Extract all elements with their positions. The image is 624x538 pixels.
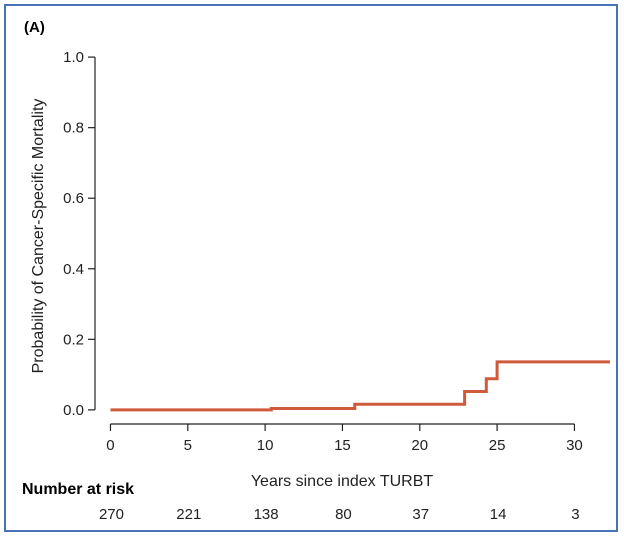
risk-counts: 270 221 138 80 37 14 3	[99, 506, 580, 523]
risk-count: 138	[254, 506, 279, 523]
y-axis-label: Probability of Cancer-Specific Mortality	[30, 99, 47, 374]
panel-label: (A)	[24, 19, 45, 36]
y-tick-label: 1.0	[63, 49, 84, 66]
risk-count: 221	[176, 506, 201, 523]
y-tick-label: 0.2	[63, 331, 84, 348]
x-tick-label: 0	[106, 437, 114, 454]
risk-table-title: Number at risk	[22, 481, 135, 498]
axes: 0.0 0.2 0.4 0.6 0.8 1.0 0 5 10 15 20 25 30	[63, 49, 583, 454]
series-group	[110, 360, 610, 412]
risk-count: 270	[99, 506, 124, 523]
x-tick-label: 20	[411, 437, 428, 454]
y-tick-label: 0.8	[63, 120, 84, 137]
risk-count: 14	[490, 506, 507, 523]
risk-count: 3	[571, 506, 579, 523]
y-tick-label: 0.6	[63, 190, 84, 207]
x-tick-label: 10	[257, 437, 274, 454]
figure-frame	[4, 4, 618, 532]
x-tick-label: 15	[334, 437, 351, 454]
risk-count: 80	[335, 506, 352, 523]
y-tick-label: 0.4	[63, 261, 84, 278]
x-tick-label: 30	[566, 437, 583, 454]
risk-count: 37	[412, 506, 429, 523]
x-tick-label: 25	[489, 437, 506, 454]
x-axis-label: Years since index TURBT	[251, 473, 434, 490]
cumulative-incidence-curve	[110, 360, 610, 412]
y-tick-label: 0.0	[63, 402, 84, 419]
x-tick-label: 5	[184, 437, 192, 454]
